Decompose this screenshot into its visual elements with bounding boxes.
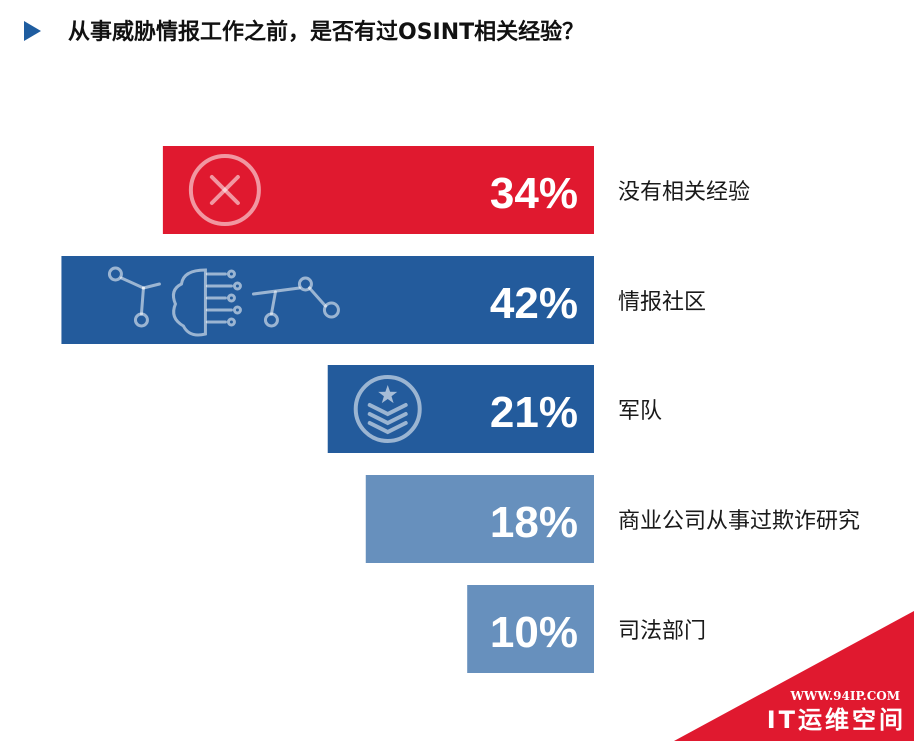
- watermark-triangle: [674, 611, 914, 741]
- chart-title: 从事威胁情报工作之前，是否有过OSINT相关经验？: [68, 20, 585, 45]
- category-label: 军队: [618, 399, 662, 424]
- watermark: WWW.94IP.COM IT运维空间: [674, 611, 914, 741]
- bar-value-label: 34%: [490, 169, 578, 218]
- category-label: 商业公司从事过欺诈研究: [618, 509, 860, 534]
- category-label: 司法部门: [618, 619, 706, 644]
- military-badge-icon: [353, 375, 422, 443]
- bar: [162, 146, 594, 234]
- bar-value-label: 21%: [490, 388, 578, 437]
- network-brain-icon: [107, 266, 340, 337]
- bar: [467, 585, 594, 673]
- bar-value-label: 18%: [490, 498, 578, 547]
- category-label: 情报社区: [618, 290, 706, 315]
- cross-circle-icon: [188, 154, 261, 226]
- bar-value-label: 42%: [490, 279, 578, 328]
- bar-value-label: 10%: [490, 608, 578, 657]
- category-label: 没有相关经验: [618, 180, 750, 205]
- watermark-url: WWW.94IP.COM: [790, 689, 900, 703]
- bar: [365, 475, 594, 563]
- bar: [61, 256, 594, 344]
- watermark-name: IT运维空间: [766, 706, 906, 734]
- title-marker-icon: [24, 21, 41, 41]
